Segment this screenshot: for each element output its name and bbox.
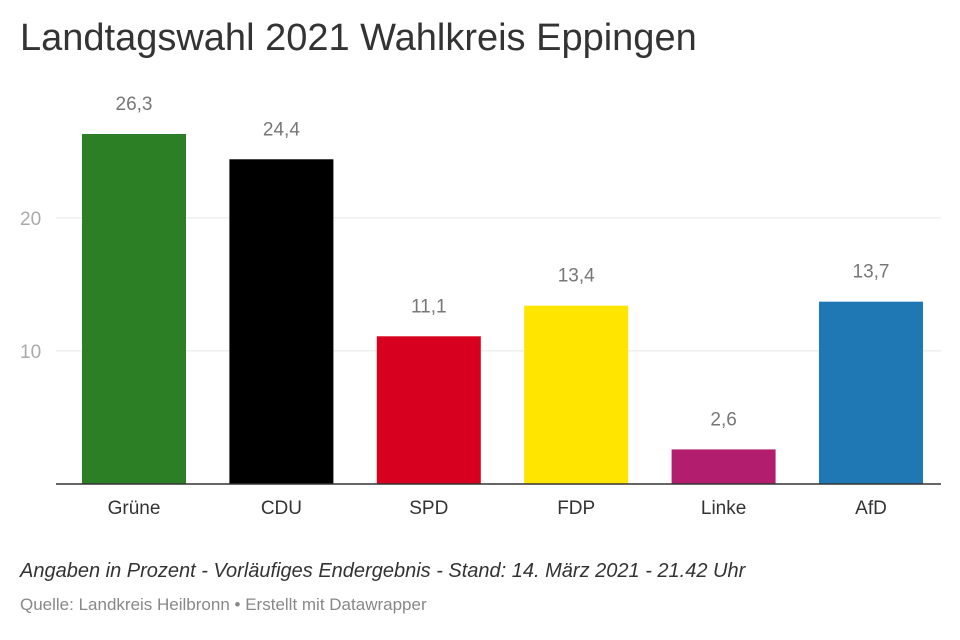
bar-value-label: 24,4 — [263, 119, 300, 140]
chart-title: Landtagswahl 2021 Wahlkreis Eppingen — [20, 17, 697, 59]
x-tick-label: Grüne — [108, 498, 161, 519]
x-axis-labels: Grüne CDU SPD FDP Linke AfD — [108, 498, 887, 519]
x-tick-label: SPD — [409, 498, 448, 519]
footer-separator: • — [234, 595, 241, 614]
y-tick-label: 10 — [20, 342, 41, 363]
bar — [82, 134, 186, 484]
bar-value-label: 26,3 — [116, 94, 153, 115]
x-tick-label: Linke — [701, 498, 746, 519]
bar-value-label: 13,4 — [558, 266, 595, 287]
chart-footer: Quelle: Landkreis Heilbronn • Erstellt m… — [20, 595, 427, 615]
x-tick-label: CDU — [261, 498, 302, 519]
chart-notes: Angaben in Prozent - Vorläufiges Enderge… — [20, 560, 746, 582]
bar — [671, 449, 776, 484]
grid-lines — [56, 217, 941, 352]
bar — [376, 336, 481, 484]
bar-value-labels: 26,3 24,4 11,1 13,4 2,6 13,7 — [116, 94, 890, 430]
credit-text: Erstellt mit Datawrapper — [245, 595, 427, 614]
source-text: Quelle: Landkreis Heilbronn — [20, 595, 230, 614]
bar-value-label: 11,1 — [411, 296, 447, 317]
y-axis-ticks: 10 20 — [20, 209, 41, 363]
bar-value-label: 13,7 — [853, 262, 890, 283]
bar — [229, 159, 334, 485]
bar — [819, 301, 923, 484]
bar-value-label: 2,6 — [710, 409, 736, 430]
y-tick-label: 20 — [20, 209, 41, 230]
x-tick-label: AfD — [855, 498, 887, 519]
bars — [82, 134, 923, 485]
x-tick-label: FDP — [557, 498, 595, 519]
bar — [524, 305, 629, 484]
